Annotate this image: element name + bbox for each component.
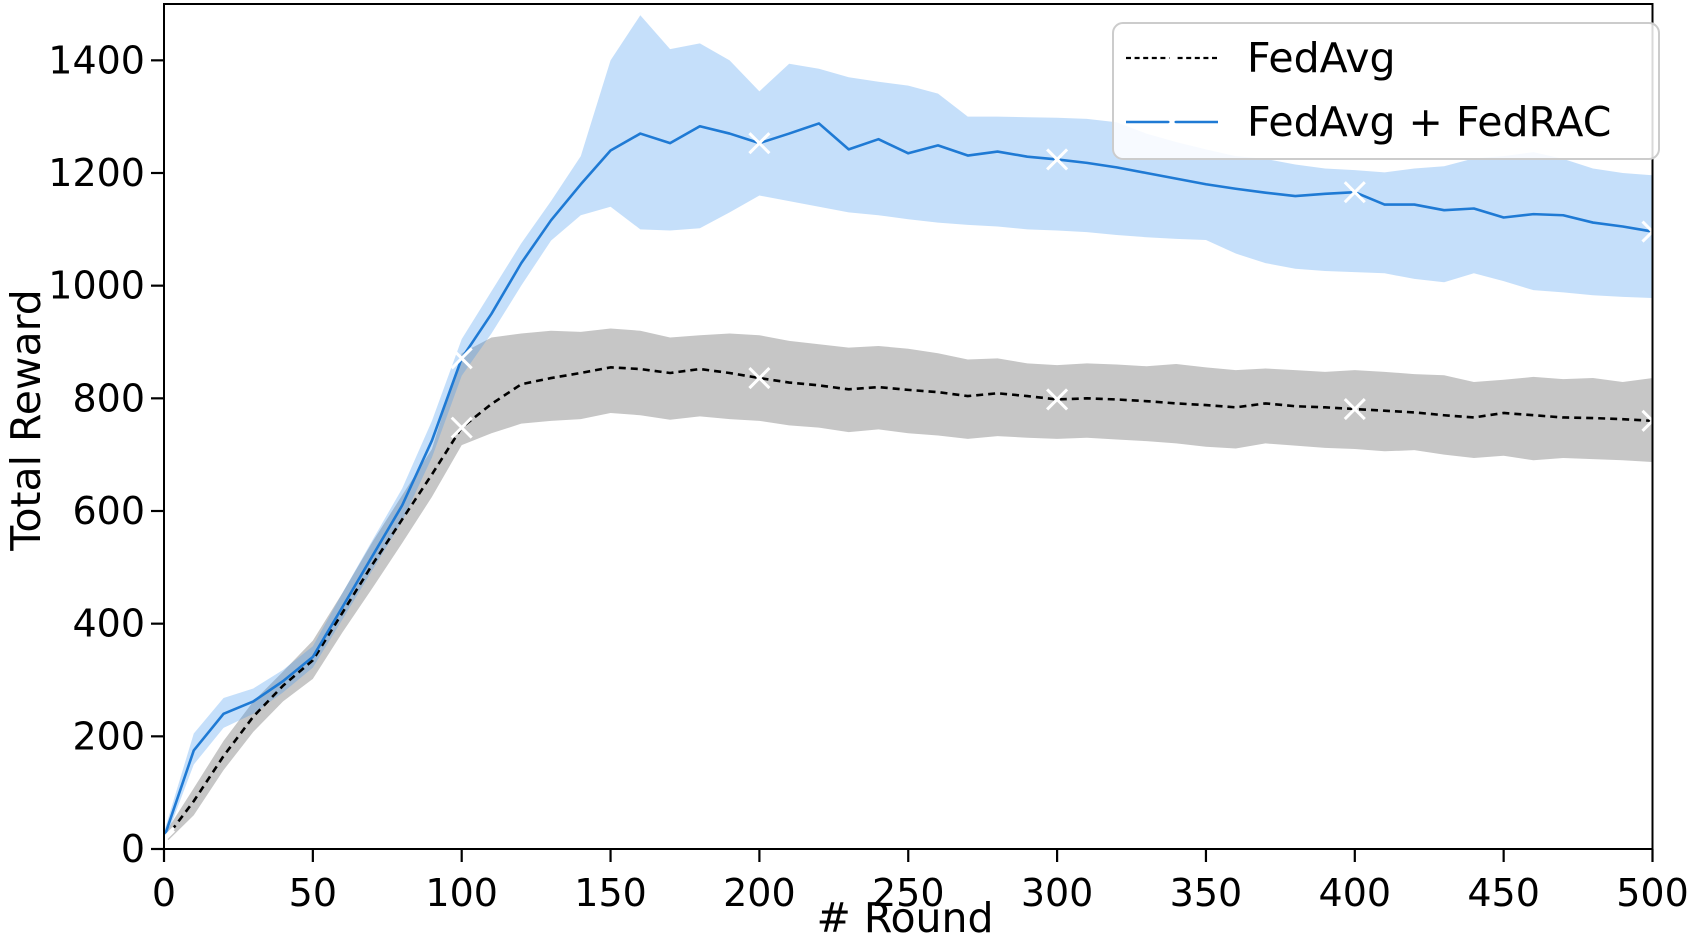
x-tick-label-0: 0 <box>152 871 176 915</box>
marker-x-fedavg-fedrac-round-100 <box>450 347 473 370</box>
x-tick-label-250: 250 <box>872 871 945 915</box>
x-tick-label-350: 350 <box>1170 871 1243 915</box>
y-tick-label-400: 400 <box>72 602 145 646</box>
marker-x-fedavg-fedrac-round-300 <box>1046 148 1069 171</box>
legend-label-fedavg: FedAvg <box>1247 34 1396 82</box>
y-axis-label: Total Reward <box>2 289 50 551</box>
series-lines <box>164 122 1653 842</box>
line-fedavg-fedrac <box>164 122 1653 839</box>
y-tick-label-200: 200 <box>72 714 145 758</box>
marker-x-fedavg-round-300 <box>1046 388 1069 411</box>
x-tick-label-50: 50 <box>289 871 337 915</box>
y-tick-label-600: 600 <box>72 489 145 533</box>
marker-x-fedavg-round-100 <box>450 416 473 439</box>
legend-sample-marker-fedavg <box>1161 47 1183 69</box>
x-axis-label: # Round <box>816 894 993 940</box>
y-axis-ticks: 0 200 400 600 800 1000 1200 1400 <box>48 38 164 871</box>
x-tick-label-400: 400 <box>1319 871 1392 915</box>
x-tick-label-150: 150 <box>574 871 647 915</box>
legend-box <box>1112 22 1660 160</box>
marker-x-fedavg-round-400 <box>1343 397 1366 421</box>
marker-x-fedavg-round-0 <box>164 829 176 849</box>
x-tick-label-300: 300 <box>1021 871 1094 915</box>
x-tick-label-450: 450 <box>1467 871 1540 915</box>
marker-x-fedavg-fedrac-round-400 <box>1343 181 1366 204</box>
x-tick-label-200: 200 <box>723 871 796 915</box>
marker-x-fedavg-round-200 <box>748 366 771 390</box>
marker-x-fedavg-fedrac-round-200 <box>748 132 771 155</box>
y-tick-label-1200: 1200 <box>48 151 145 195</box>
confidence-bands <box>164 15 1653 845</box>
legend: FedAvg FedAvg + FedRAC <box>1112 22 1660 160</box>
x-axis-ticks: 0 50 100 150 200 250 300 350 400 450 500 <box>152 849 1689 915</box>
confidence-band-fedavg-fedrac <box>164 15 1653 844</box>
y-tick-label-1000: 1000 <box>48 264 145 308</box>
y-tick-label-800: 800 <box>72 376 145 420</box>
line-fedavg <box>164 366 1653 842</box>
x-tick-label-100: 100 <box>425 871 498 915</box>
x-tick-label-500: 500 <box>1616 871 1689 915</box>
y-tick-label-1400: 1400 <box>48 38 145 82</box>
legend-label-fedrac: FedAvg + FedRAC <box>1247 98 1611 146</box>
legend-sample-marker-fedrac <box>1161 111 1183 133</box>
marker-x-fedavg-fedrac-round-0 <box>164 826 176 849</box>
confidence-band-fedavg <box>164 328 1653 845</box>
y-tick-label-0: 0 <box>121 827 145 871</box>
